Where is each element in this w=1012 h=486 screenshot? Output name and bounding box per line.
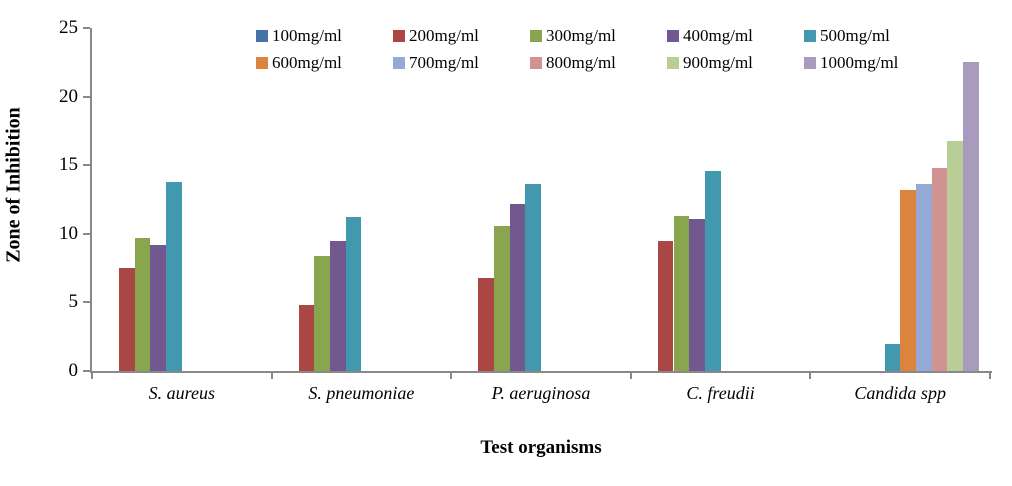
bar-200mg/ml-S-pneumoniae (298, 305, 315, 371)
legend-item: 1000mg/ml (804, 49, 941, 76)
bar-200mg/ml-S-aureus (119, 268, 135, 371)
legend-swatch-icon (667, 56, 679, 69)
legend-swatch-icon (393, 29, 405, 42)
y-axis-tick (83, 301, 90, 304)
legend-item: 700mg/ml (393, 49, 530, 76)
bar-600mg/ml-Candida-spp (900, 189, 916, 371)
legend-item: 400mg/ml (667, 22, 804, 49)
legend-item: 800mg/ml (530, 49, 667, 76)
x-axis-category-label: Candida spp (854, 383, 946, 403)
x-axis-category-label: S. pneumoniae (308, 383, 415, 403)
legend-item: 200mg/ml (393, 22, 530, 49)
bar-200mg/ml-C-freudii (657, 240, 674, 371)
x-axis-tick (629, 373, 632, 379)
legend-item: 300mg/ml (530, 22, 667, 49)
bar-400mg/ml-S-pneumoniae (330, 240, 346, 371)
x-axis-tick (450, 373, 453, 379)
legend-swatch-icon (804, 56, 816, 69)
y-axis-tick (83, 27, 90, 29)
bar-300mg/ml-S-aureus (134, 237, 151, 371)
legend-label: 500mg/ml (820, 25, 890, 45)
bar-300mg/ml-S-pneumoniae (314, 255, 330, 371)
x-axis-tick (809, 373, 812, 379)
chart-legend: 100mg/ml 200mg/ml 300mg/ml 400mg/ml 500mg/ml… (256, 22, 941, 76)
bar-300mg/ml-P-aeruginosa (493, 225, 510, 371)
x-axis-tick (270, 373, 273, 379)
y-axis-tick (83, 370, 90, 372)
y-axis-line (90, 28, 92, 371)
y-axis-tick (83, 232, 90, 235)
legend-swatch-icon (530, 56, 542, 69)
legend-item: 500mg/ml (804, 22, 941, 49)
legend-label: 700mg/ml (409, 52, 479, 72)
x-axis-tick (91, 373, 93, 379)
legend-item: 900mg/ml (667, 49, 804, 76)
legend-label: 200mg/ml (409, 25, 479, 45)
legend-swatch-icon (530, 29, 542, 42)
y-axis-tick-label: 15 (59, 154, 78, 176)
x-axis-category-label: P. aeruginosa (491, 383, 591, 403)
bar-500mg/ml-Candida-spp (884, 343, 901, 371)
bar-400mg/ml-C-freudii (689, 218, 705, 371)
legend-swatch-icon (256, 29, 268, 42)
bar-400mg/ml-S-aureus (150, 244, 167, 371)
bar-300mg/ml-C-freudii (673, 215, 690, 371)
x-axis-category-label: C. freudii (686, 383, 755, 403)
legend-swatch-icon (256, 56, 268, 69)
x-axis-category-label: S. aureus (148, 383, 215, 403)
bar-1000mg/ml-Candida-spp (962, 62, 979, 371)
legend-label: 900mg/ml (683, 52, 753, 72)
y-axis-tick-label: 0 (68, 360, 79, 381)
y-axis-tick (83, 95, 90, 98)
y-axis-tick-label: 25 (59, 17, 78, 38)
bar-500mg/ml-P-aeruginosa (525, 184, 541, 371)
legend-label: 800mg/ml (546, 52, 616, 72)
legend-label: 300mg/ml (546, 25, 616, 45)
x-axis-title: Test organisms (480, 437, 602, 458)
legend-label: 1000mg/ml (820, 52, 899, 72)
legend-swatch-icon (667, 29, 679, 42)
bar-400mg/ml-P-aeruginosa (509, 203, 526, 371)
bar-500mg/ml-S-pneumoniae (345, 217, 362, 371)
plot-area (83, 27, 992, 379)
bar-700mg/ml-Candida-spp (915, 184, 932, 371)
y-axis-tick-label: 5 (68, 291, 79, 313)
legend-label: 100mg/ml (272, 25, 342, 45)
x-axis-line (90, 371, 992, 373)
legend-swatch-icon (393, 56, 405, 69)
bar-800mg/ml-Candida-spp (931, 167, 948, 371)
y-axis-tick (83, 164, 90, 167)
legend-label: 600mg/ml (272, 52, 342, 72)
bar-900mg/ml-Candida-spp (947, 140, 963, 371)
y-axis-tick-label: 10 (59, 222, 78, 244)
x-axis-tick (989, 373, 991, 379)
legend-swatch-icon (804, 29, 816, 42)
legend-item: 600mg/ml (256, 49, 393, 76)
bar-200mg/ml-P-aeruginosa (478, 277, 494, 371)
bar-500mg/ml-S-aureus (166, 181, 182, 371)
y-axis-tick-label: 20 (59, 85, 78, 107)
legend-label: 400mg/ml (683, 25, 753, 45)
legend-item: 100mg/ml (256, 22, 393, 49)
bar-500mg/ml-C-freudii (704, 170, 721, 371)
